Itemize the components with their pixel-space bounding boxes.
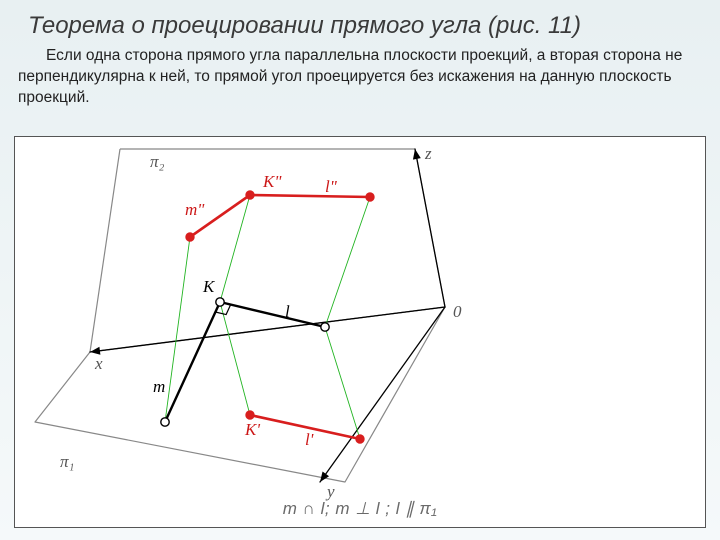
svg-text:l: l <box>285 302 290 321</box>
svg-text:m": m" <box>185 200 205 219</box>
formula-text: m ∩ l; m ⊥ l ; l ∥ π₁ <box>15 499 705 519</box>
svg-text:l": l" <box>325 177 338 196</box>
svg-text:K': K' <box>244 420 260 439</box>
svg-text:K": K" <box>262 172 282 191</box>
svg-text:z: z <box>424 144 432 163</box>
svg-text:K: K <box>202 277 216 296</box>
projection-diagram: π₂π₁zxy0KlmK'l'K"l"m" <box>15 137 705 525</box>
svg-text:m: m <box>153 377 165 396</box>
svg-text:x: x <box>94 354 103 373</box>
figure-container: π₂π₁zxy0KlmK'l'K"l"m" m ∩ l; m ⊥ l ; l ∥… <box>14 136 706 528</box>
svg-text:π₁: π₁ <box>60 452 74 471</box>
page-title: Теорема о проецировании прямого угла (ри… <box>0 0 720 46</box>
svg-text:0: 0 <box>453 302 462 321</box>
theorem-text: Если одна сторона прямого угла параллель… <box>0 46 720 117</box>
svg-text:l': l' <box>305 430 314 449</box>
svg-text:π₂: π₂ <box>150 152 165 171</box>
